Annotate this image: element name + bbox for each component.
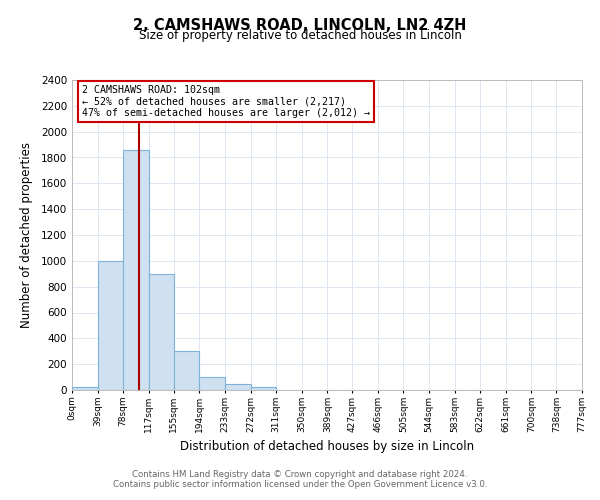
- Text: Size of property relative to detached houses in Lincoln: Size of property relative to detached ho…: [139, 29, 461, 42]
- X-axis label: Distribution of detached houses by size in Lincoln: Distribution of detached houses by size …: [180, 440, 474, 454]
- Bar: [98, 261, 123, 390]
- Bar: [199, 377, 225, 390]
- Bar: [123, 150, 149, 390]
- Bar: [72, 388, 98, 390]
- Text: Contains public sector information licensed under the Open Government Licence v3: Contains public sector information licen…: [113, 480, 487, 489]
- Text: 2 CAMSHAWS ROAD: 102sqm
← 52% of detached houses are smaller (2,217)
47% of semi: 2 CAMSHAWS ROAD: 102sqm ← 52% of detache…: [82, 84, 370, 118]
- Bar: [174, 351, 199, 390]
- Text: 2, CAMSHAWS ROAD, LINCOLN, LN2 4ZH: 2, CAMSHAWS ROAD, LINCOLN, LN2 4ZH: [133, 18, 467, 32]
- Bar: [251, 388, 276, 390]
- Text: Contains HM Land Registry data © Crown copyright and database right 2024.: Contains HM Land Registry data © Crown c…: [132, 470, 468, 479]
- Y-axis label: Number of detached properties: Number of detached properties: [20, 142, 32, 328]
- Bar: [149, 274, 174, 390]
- Bar: [225, 384, 251, 390]
